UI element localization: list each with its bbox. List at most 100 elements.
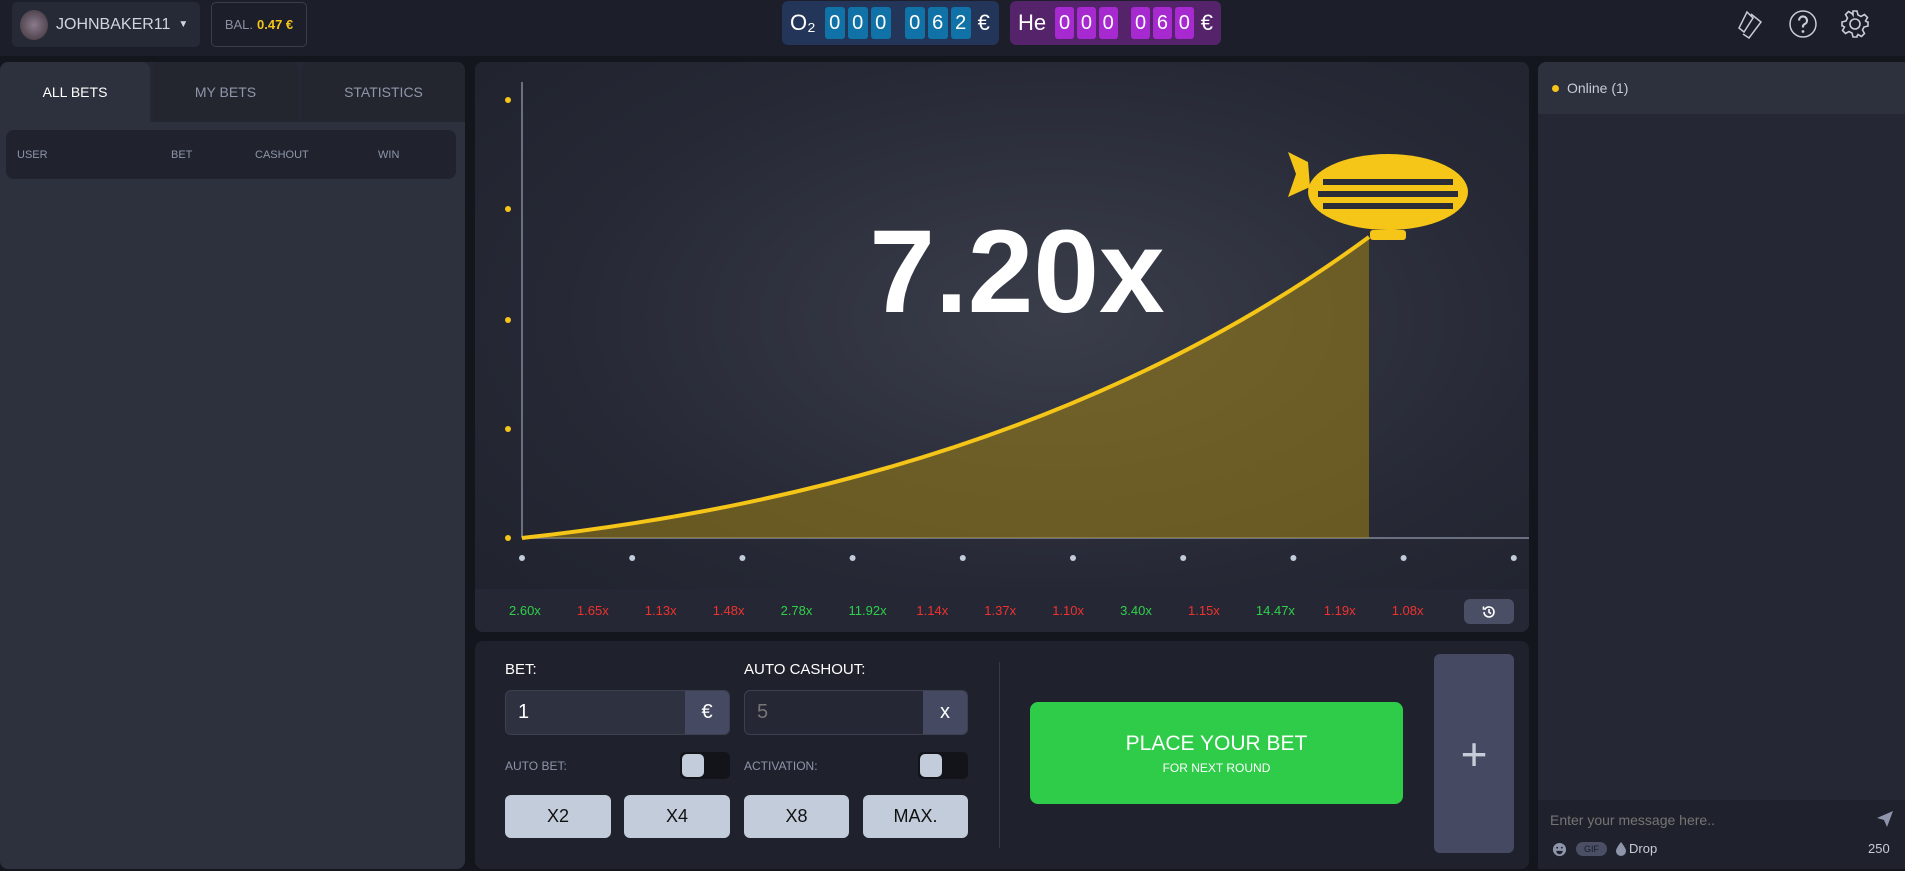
- send-icon[interactable]: [1876, 810, 1894, 828]
- digit: 0: [824, 7, 845, 39]
- y-axis-dot: [505, 97, 511, 103]
- x-axis-dot: [849, 555, 856, 561]
- multiplier: 7.20x: [869, 206, 1164, 338]
- history-multiplier: 1.10x: [1052, 603, 1084, 618]
- online-dot-icon: [1552, 84, 1559, 92]
- auto-cashout-label: AUTO CASHOUT:: [744, 661, 866, 678]
- digit: 6: [927, 7, 948, 39]
- tab-label: ALL BETS: [42, 84, 108, 100]
- currency: €: [977, 10, 990, 35]
- bet-label: BET:: [505, 661, 537, 678]
- divider: [999, 662, 1000, 848]
- history-multiplier: 1.15x: [1188, 603, 1220, 618]
- y-axis-dot: [505, 317, 511, 323]
- x8-button[interactable]: X8: [744, 795, 849, 838]
- history-multiplier: 1.13x: [644, 603, 677, 618]
- history-multiplier: 1.14x: [916, 603, 949, 618]
- drop-button[interactable]: Drop: [1616, 841, 1657, 856]
- history-multiplier: 1.08x: [1391, 603, 1424, 618]
- o2-counter: O₂ 0 0 0 0 6 2 €: [782, 1, 999, 45]
- x2-button[interactable]: X2: [505, 795, 611, 838]
- y-axis-dot: [505, 535, 511, 541]
- x-axis-dot: [1070, 555, 1076, 561]
- avatar: [20, 9, 48, 40]
- tab-statistics[interactable]: STATISTICS: [302, 62, 465, 122]
- x4-button[interactable]: X4: [624, 795, 730, 838]
- flight-graph: 7.20x: [505, 82, 1529, 561]
- x-axis-dot: [739, 555, 746, 561]
- add-bet-button[interactable]: +: [1434, 654, 1514, 853]
- tickets-icon[interactable]: [1735, 8, 1767, 40]
- x-axis-dot: [519, 555, 525, 561]
- col-user: USER: [17, 149, 48, 161]
- multiplier-unit: x: [923, 691, 967, 734]
- bet-amount-input[interactable]: [506, 701, 685, 724]
- online-header: Online (1): [1538, 62, 1905, 114]
- y-axis-dot: [505, 426, 511, 432]
- chat-input[interactable]: [1550, 808, 1870, 832]
- zeppelin-icon: [1288, 152, 1468, 240]
- digit: 0: [1076, 7, 1096, 39]
- bet-amount-field[interactable]: €: [505, 690, 730, 735]
- x-axis-dot: [1290, 555, 1297, 561]
- history-button[interactable]: [1464, 599, 1514, 624]
- history-multiplier: 2.78x: [780, 603, 813, 618]
- bets-table-header: USER BET CASHOUT WIN: [6, 130, 456, 179]
- emoji-icon[interactable]: [1552, 842, 1567, 857]
- curve-area: [522, 237, 1369, 538]
- col-cashout: CASHOUT: [255, 149, 309, 161]
- x-axis-dot: [1180, 555, 1187, 561]
- currency-unit: €: [685, 691, 729, 734]
- tab-my-bets[interactable]: MY BETS: [153, 62, 298, 122]
- gif-button[interactable]: GIF: [1576, 842, 1607, 856]
- curve-line: [521, 235, 1371, 540]
- o2-label: O₂: [790, 10, 816, 35]
- tab-label: MY BETS: [194, 84, 257, 100]
- auto-bet-toggle[interactable]: [680, 752, 730, 779]
- digit: 0: [1098, 7, 1118, 39]
- chat-panel: [1538, 62, 1905, 869]
- help-icon[interactable]: [1787, 8, 1819, 40]
- auto-cashout-field[interactable]: x: [744, 690, 968, 735]
- x-axis-dot: [959, 555, 966, 561]
- digit: 0: [847, 7, 868, 39]
- digit: 0: [1131, 7, 1151, 39]
- drop-icon: [1616, 841, 1626, 856]
- balance-value: 0.47 €: [257, 17, 294, 32]
- history-multiplier: 14.47x: [1255, 603, 1295, 618]
- digit: 2: [950, 7, 971, 39]
- username: JOHNBAKER11: [56, 15, 171, 33]
- he-counter: He 0 0 0 0 6 0 €: [1010, 1, 1221, 45]
- activation-label: ACTIVATION:: [744, 759, 818, 773]
- auto-cashout-input[interactable]: [745, 701, 923, 724]
- currency: €: [1200, 10, 1213, 35]
- digit: 0: [1174, 7, 1194, 39]
- place-bet-button[interactable]: PLACE YOUR BET FOR NEXT ROUND: [1030, 702, 1403, 804]
- balance: BAL. 0.47 €: [211, 2, 307, 47]
- char-count: 250: [1868, 841, 1890, 856]
- history-multiplier: 11.92x: [848, 603, 887, 618]
- user-menu[interactable]: JOHNBAKER11 ▼: [12, 2, 200, 47]
- he-label: He: [1018, 10, 1047, 35]
- x-axis-dot: [629, 555, 636, 561]
- digit: 0: [870, 7, 891, 39]
- online-count: Online (1): [1567, 80, 1629, 96]
- history-multiplier: 3.40x: [1120, 603, 1152, 618]
- drop-label: Drop: [1629, 841, 1658, 856]
- place-bet-label: PLACE YOUR BET: [1125, 731, 1308, 755]
- digit: 0: [904, 7, 925, 39]
- history-multiplier: 1.37x: [984, 603, 1017, 618]
- auto-bet-label: AUTO BET:: [505, 759, 567, 773]
- place-bet-sublabel: FOR NEXT ROUND: [1162, 760, 1271, 775]
- tab-all-bets[interactable]: ALL BETS: [0, 62, 150, 122]
- max-button[interactable]: MAX.: [863, 795, 968, 838]
- activation-toggle[interactable]: [918, 752, 968, 779]
- x-axis-dot: [1510, 555, 1517, 561]
- y-axis-dot: [505, 206, 511, 212]
- bets-list: [0, 122, 465, 869]
- settings-icon[interactable]: [1839, 8, 1871, 40]
- x-axis-dot: [1400, 555, 1407, 561]
- col-bet: BET: [171, 149, 193, 161]
- history-multiplier: 1.65x: [576, 603, 609, 618]
- history-multiplier: 1.48x: [712, 603, 745, 618]
